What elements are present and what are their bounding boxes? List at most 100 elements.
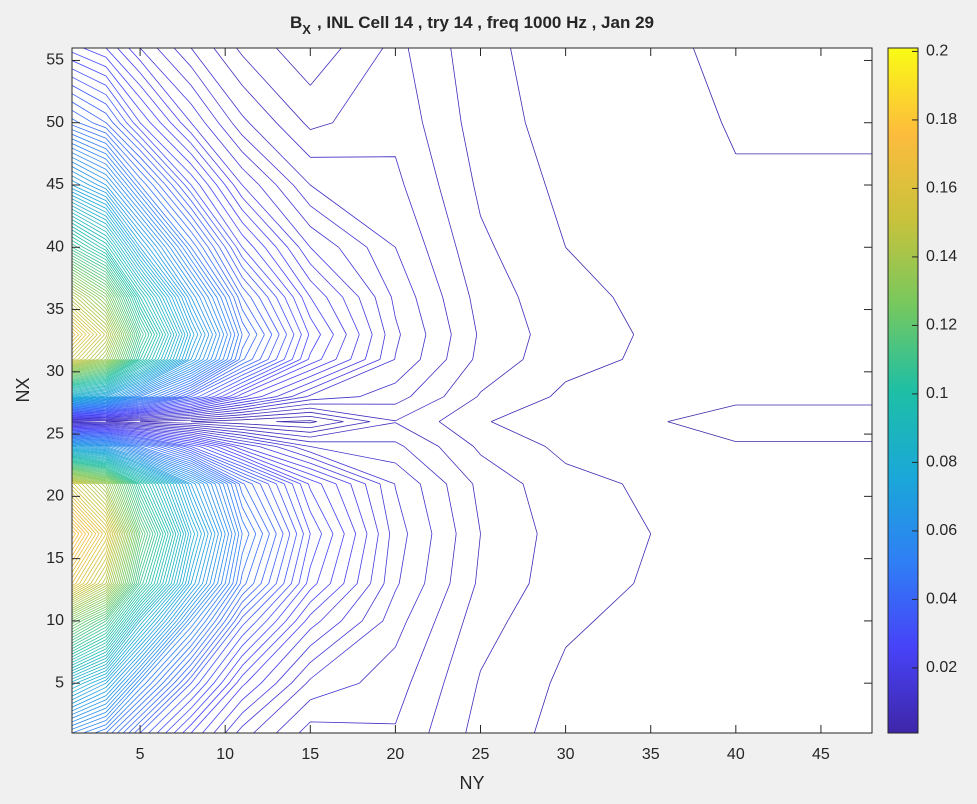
contour-line (72, 48, 379, 733)
contour-line (72, 240, 161, 652)
contour-line (72, 229, 169, 661)
y-tick-label: 30 (46, 363, 64, 380)
colorbar-tick-label: 0.06 (926, 522, 957, 539)
contour-line (72, 143, 236, 733)
contour-line (72, 175, 212, 708)
contour-line (72, 184, 206, 701)
contour-line (72, 249, 154, 644)
x-tick-label: 45 (812, 746, 830, 763)
contour-line (72, 118, 263, 733)
colorbar-tick-label: 0.18 (926, 111, 957, 128)
contour-line (72, 263, 141, 630)
contour-line (72, 76, 298, 733)
contour-line (72, 48, 345, 733)
contour-line (72, 255, 149, 638)
contour-line (72, 511, 93, 568)
contour-line (72, 48, 457, 733)
contour-line (72, 293, 122, 605)
contour-line (72, 324, 107, 586)
contour-line (72, 215, 179, 672)
contour-line (72, 156, 226, 723)
contour-line (72, 109, 270, 733)
contour-line (72, 277, 132, 618)
x-tick-label: 10 (216, 746, 234, 763)
y-tick-label: 15 (46, 550, 64, 567)
contour-line (140, 48, 538, 733)
colorbar-tick-label: 0.1 (926, 385, 948, 402)
contour-line (72, 85, 291, 733)
contour-layer (72, 48, 872, 733)
contour-line (72, 314, 112, 593)
y-tick-label: 25 (46, 425, 64, 442)
contour-line (72, 48, 334, 733)
x-axis-label: NY (459, 773, 484, 793)
contour-line (72, 291, 124, 607)
contour-line (72, 93, 284, 733)
contour-line (72, 226, 172, 663)
x-tick-label: 40 (727, 746, 745, 763)
contour-line (276, 48, 872, 442)
contour-line (72, 48, 368, 733)
contour-line (72, 507, 97, 573)
y-tick-label: 10 (46, 612, 64, 629)
y-tick-label: 55 (46, 52, 64, 69)
contour-line (72, 129, 250, 733)
colorbar-tick-label: 0.02 (926, 659, 957, 676)
contour-line (72, 303, 117, 599)
x-tick-label: 25 (472, 746, 490, 763)
contour-line (72, 124, 257, 733)
contour-line (72, 180, 209, 704)
title-rest: , INL Cell 14 , try 14 , freq 1000 Hz , … (317, 13, 654, 32)
contour-line (72, 288, 126, 609)
contour-line (72, 526, 80, 546)
contour-line (72, 205, 187, 680)
contour-line (105, 48, 481, 733)
contour-line (72, 198, 192, 686)
y-tick-label: 45 (46, 176, 64, 193)
contour-line (72, 138, 240, 733)
contour-line (72, 266, 139, 627)
contour-line (72, 170, 216, 712)
contour-line (72, 271, 136, 622)
contour-line (72, 233, 166, 658)
colorbar-frame (887, 47, 919, 734)
title-main: B (290, 13, 302, 32)
contour-line (72, 68, 304, 733)
contour-line (72, 321, 109, 589)
contour-line (72, 296, 121, 603)
axes-frame (71, 47, 873, 734)
contour-line (72, 274, 134, 620)
x-tick-label: 15 (301, 746, 319, 763)
contour-line (72, 60, 311, 733)
contour-line (72, 48, 357, 733)
y-tick-label: 50 (46, 114, 64, 131)
contour-line (72, 161, 223, 719)
contour-line (72, 317, 110, 591)
contour-line (72, 518, 86, 557)
colorbar-tick-label: 0.04 (926, 591, 957, 608)
contour-line (72, 219, 177, 669)
contour-line (72, 243, 159, 649)
contour-line (72, 212, 182, 674)
x-tick-label: 5 (136, 746, 145, 763)
contour-line (72, 257, 146, 636)
colorbar-tick-label: 0.16 (926, 180, 957, 197)
y-tick-label: 5 (55, 674, 64, 691)
contour-line (72, 236, 164, 655)
contour-line (72, 48, 408, 733)
contour-line (72, 101, 277, 733)
contour-line (72, 188, 202, 697)
colorbar-tick-label: 0.08 (926, 454, 957, 471)
contour-line (72, 280, 131, 616)
colorbar-tick-label: 0.12 (926, 317, 957, 334)
contour-line (72, 208, 184, 677)
contour-line (72, 522, 83, 551)
y-tick-label: 20 (46, 488, 64, 505)
contour-line (72, 282, 129, 613)
contour-line (72, 331, 100, 579)
chart-title: BX , INL Cell 14 , try 14 , freq 1000 Hz … (290, 13, 654, 37)
y-tick-label: 35 (46, 301, 64, 318)
contour-line (72, 285, 127, 611)
contour-line (72, 201, 189, 683)
plot-area (72, 48, 872, 733)
